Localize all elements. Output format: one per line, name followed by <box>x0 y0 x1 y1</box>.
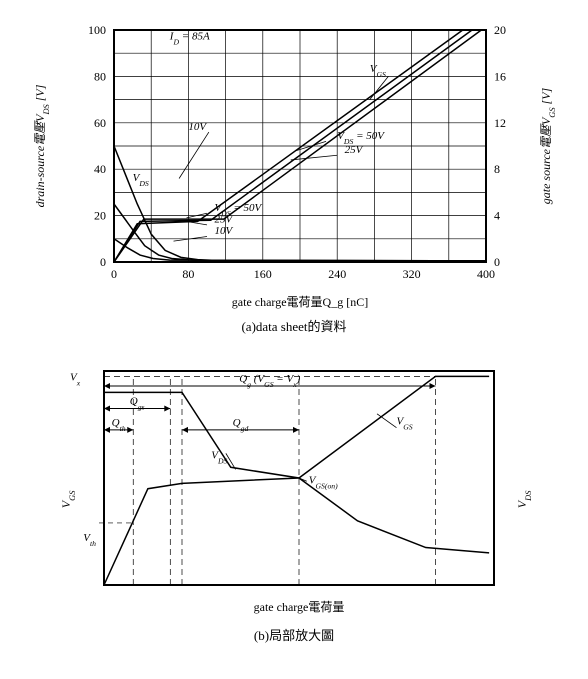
svg-text:20: 20 <box>494 23 506 37</box>
svg-text:10V: 10V <box>188 121 207 133</box>
svg-text:240: 240 <box>328 267 346 281</box>
svg-text:Vth: Vth <box>83 532 96 548</box>
svg-text:60: 60 <box>94 116 106 130</box>
chart-a-svg: 080160240320400020406080100048121620gate… <box>24 10 564 310</box>
chart-a: 080160240320400020406080100048121620gate… <box>20 10 568 345</box>
chart-b-caption: (b)局部放大圖 <box>254 625 334 644</box>
svg-text:gate charge電荷量: gate charge電荷量 <box>254 600 345 614</box>
svg-text:0: 0 <box>111 267 117 281</box>
svg-text:80: 80 <box>182 267 194 281</box>
chart-b: Qg (VGS = Vx)QgsQthQgdVxVthVGSVDSVGSVDSV… <box>20 359 568 654</box>
svg-text:4: 4 <box>494 209 500 223</box>
svg-text:320: 320 <box>403 267 421 281</box>
svg-text:VDS: VDS <box>133 172 149 188</box>
svg-text:0: 0 <box>494 255 500 269</box>
svg-text:10V: 10V <box>214 225 233 237</box>
svg-text:16: 16 <box>494 69 506 83</box>
svg-text:gate charge電荷量Q_g [nC]: gate charge電荷量Q_g [nC] <box>232 295 368 309</box>
svg-text:Vx: Vx <box>70 371 81 387</box>
svg-text:ID = 85A: ID = 85A <box>169 30 210 45</box>
svg-text:VDS: VDS <box>515 490 533 508</box>
svg-text:VGS: VGS <box>370 63 386 78</box>
svg-text:drain-source電壓VDS [V]: drain-source電壓VDS [V] <box>33 84 51 207</box>
svg-text:20: 20 <box>94 209 106 223</box>
svg-text:VGS: VGS <box>59 490 77 508</box>
svg-text:gate source電壓VGS [V]: gate source電壓VGS [V] <box>539 87 557 204</box>
svg-text:0: 0 <box>100 255 106 269</box>
svg-text:8: 8 <box>494 162 500 176</box>
svg-text:VDS: VDS <box>211 450 227 466</box>
svg-text:25V: 25V <box>345 144 364 156</box>
svg-text:40: 40 <box>94 162 106 176</box>
svg-text:160: 160 <box>254 267 272 281</box>
chart-a-caption: (a)data sheet的資料 <box>241 316 346 335</box>
svg-text:25V: 25V <box>214 214 233 226</box>
svg-text:100: 100 <box>88 23 106 37</box>
svg-text:12: 12 <box>494 116 506 130</box>
svg-text:400: 400 <box>477 267 495 281</box>
svg-text:80: 80 <box>94 69 106 83</box>
chart-b-svg: Qg (VGS = Vx)QgsQthQgdVxVthVGSVDSVGSVDSV… <box>44 359 544 619</box>
svg-text:VGS: VGS <box>397 416 413 432</box>
